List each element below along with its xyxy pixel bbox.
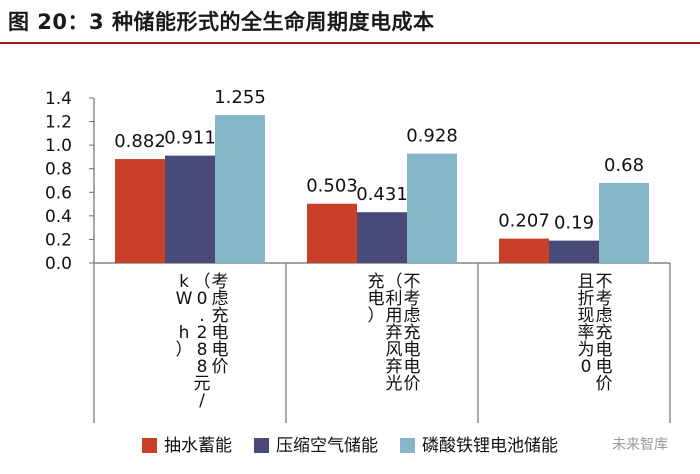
bar-1 (307, 203, 357, 263)
data-label: 0.911 (164, 128, 216, 149)
y-tick-label: 0.2 (45, 230, 72, 250)
legend-label: 磷酸铁锂电池储能 (422, 436, 558, 456)
bar-2 (549, 240, 599, 263)
legend-swatch-3 (400, 438, 415, 453)
data-label: 0.431 (356, 184, 408, 205)
bar-3 (407, 153, 457, 263)
category-label: 且折现率为 0 (578, 272, 595, 377)
data-label: 1.255 (214, 87, 266, 108)
category-label: （0. 2 8 8 元/ (194, 272, 211, 411)
y-tick-label: 1.2 (45, 113, 72, 133)
title-divider (0, 42, 700, 44)
data-label: 0.207 (498, 211, 550, 232)
category-label: 充电） (368, 272, 385, 326)
bar-3 (599, 182, 649, 263)
data-label: 0.68 (604, 155, 644, 176)
data-label: 0.503 (306, 176, 358, 197)
y-tick-label: 0.6 (45, 183, 72, 203)
figure-title: 图 20：3 种储能形式的全生命周期度电成本 (8, 10, 435, 34)
bar-2 (165, 155, 215, 263)
y-tick-label: 1.0 (45, 136, 72, 156)
legend-swatch-2 (254, 438, 269, 453)
legend-label: 压缩空气储能 (276, 436, 378, 456)
y-tick-label: 0.4 (45, 207, 72, 227)
legend-label: 抽水蓄能 (164, 436, 232, 456)
y-tick-label: 0.0 (45, 254, 72, 274)
bar-1 (115, 159, 165, 263)
category-label: 不考虑充电电价 (596, 272, 613, 394)
category-label: 考虑充电电价 (212, 272, 229, 377)
category-label: （利用弃风弃光 (386, 272, 403, 394)
legend-swatch-1 (142, 438, 157, 453)
bar-1 (499, 238, 549, 263)
data-label: 0.882 (114, 131, 166, 152)
data-label: 0.928 (406, 126, 458, 147)
category-label: 不考虑充电电价 (404, 272, 421, 394)
y-tick-label: 1.4 (45, 89, 72, 109)
bar-3 (215, 115, 265, 263)
bar-2 (357, 212, 407, 263)
data-label: 0.19 (554, 213, 594, 234)
y-tick-label: 0.8 (45, 160, 72, 180)
watermark: 未来智库 (612, 437, 668, 453)
